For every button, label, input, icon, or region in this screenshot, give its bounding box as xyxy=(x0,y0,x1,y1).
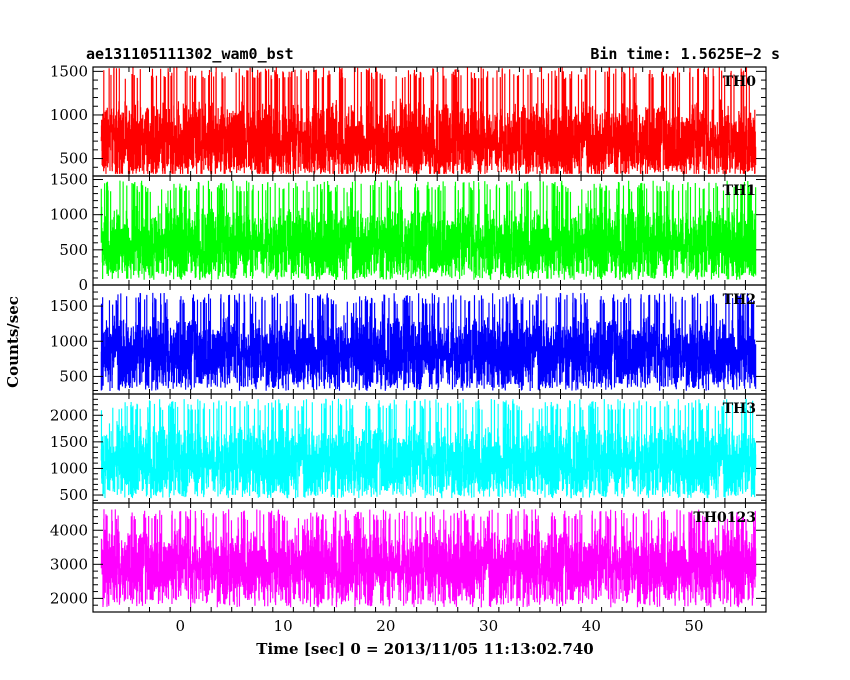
panel-label: TH2 xyxy=(723,292,756,308)
panel-label: TH3 xyxy=(723,401,756,417)
y-tick-label: 1000 xyxy=(50,459,88,477)
y-tick-label: 2000 xyxy=(50,589,88,607)
series-trace-th2 xyxy=(100,292,757,391)
panel-th0123: 2000 3000 4000 TH0123 xyxy=(50,502,767,613)
y-tick-label: 3000 xyxy=(50,555,88,573)
y-tick-label: 1000 xyxy=(50,206,88,224)
y-tick-label: 500 xyxy=(59,486,88,504)
chart-title-right: Bin time: 1.5625E−2 s xyxy=(590,45,780,63)
y-tick-label: 1000 xyxy=(50,106,88,124)
y-tick-label: 500 xyxy=(59,241,88,259)
series-trace-th0 xyxy=(100,67,757,174)
x-tick-label: 10 xyxy=(274,617,293,635)
y-tick-label: 1500 xyxy=(50,297,88,315)
x-tick-label: 0 xyxy=(176,617,186,635)
panel-th0: 500 1000 1500 TH0 xyxy=(50,62,767,177)
x-tick-label: 20 xyxy=(376,617,395,635)
y-axis-title: Counts/sec xyxy=(4,296,22,388)
series-trace-th1 xyxy=(100,180,757,280)
y-tick-label: 4000 xyxy=(50,521,88,539)
x-axis-title: Time [sec] 0 = 2013/11/05 11:13:02.740 xyxy=(256,640,593,658)
chart-title-left: ae131105111302_wam0_bst xyxy=(86,45,294,63)
panel-label: TH1 xyxy=(723,183,756,199)
panel-label: TH0123 xyxy=(693,510,756,526)
panel-th3: 500 1000 1500 2000 TH3 xyxy=(50,393,767,504)
x-tick-label: 30 xyxy=(479,617,498,635)
y-tick-label: 1500 xyxy=(50,62,88,80)
y-tick-label: 1500 xyxy=(50,171,88,189)
x-tick-label: 50 xyxy=(685,617,704,635)
y-tick-label: 2000 xyxy=(50,406,88,424)
y-tick-label: 500 xyxy=(59,367,88,385)
panel-th2: 500 1000 1500 TH2 xyxy=(50,284,767,395)
y-tick-label: 500 xyxy=(59,150,88,168)
series-trace-th0123 xyxy=(100,509,757,608)
panel-label: TH0 xyxy=(723,74,757,90)
x-tick-label: 40 xyxy=(582,617,601,635)
y-tick-label: 1000 xyxy=(50,332,88,350)
y-tick-label: 0 xyxy=(78,276,88,294)
panel-th1: 0 500 1000 1500 TH1 xyxy=(50,171,767,294)
y-tick-label: 1500 xyxy=(50,433,88,451)
x-tick-labels: 0 10 20 30 40 50 xyxy=(176,617,704,635)
series-trace-th3 xyxy=(100,398,757,499)
panels: 500 1000 1500 TH0 0 500 1000 1500 TH1 500 1000 1500… xyxy=(50,62,767,613)
